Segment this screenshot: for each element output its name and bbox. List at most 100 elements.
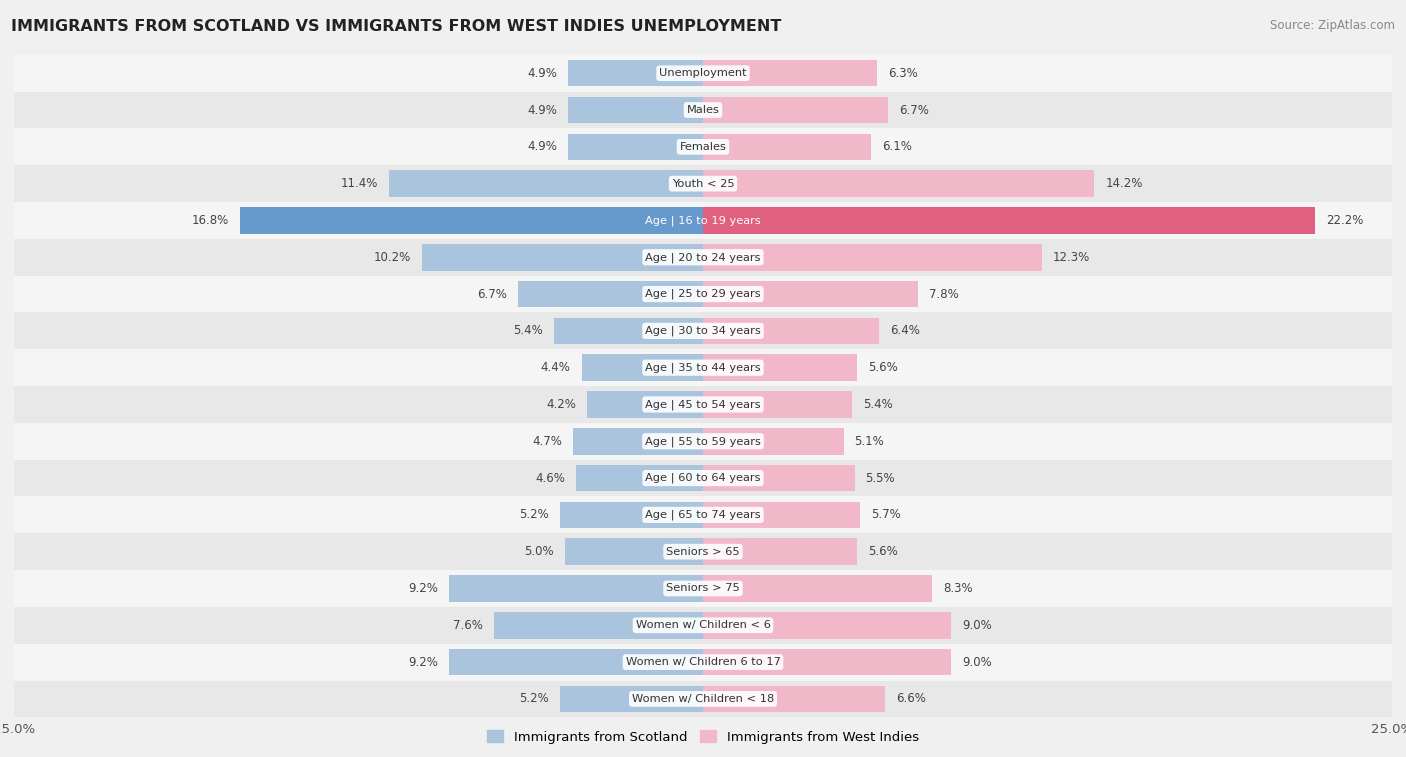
Bar <box>14 459 1392 497</box>
Bar <box>568 60 703 86</box>
Text: 12.3%: 12.3% <box>1053 251 1090 263</box>
Bar <box>14 276 1392 313</box>
Bar <box>703 133 872 160</box>
Text: Age | 16 to 19 years: Age | 16 to 19 years <box>645 215 761 226</box>
Text: Males: Males <box>686 105 720 115</box>
Text: 5.5%: 5.5% <box>866 472 896 484</box>
Text: 10.2%: 10.2% <box>374 251 411 263</box>
Text: 9.0%: 9.0% <box>962 618 991 632</box>
Bar <box>14 607 1392 643</box>
Text: Age | 35 to 44 years: Age | 35 to 44 years <box>645 363 761 373</box>
Text: 5.7%: 5.7% <box>872 509 901 522</box>
Bar <box>14 570 1392 607</box>
Bar <box>14 92 1392 129</box>
Text: 7.6%: 7.6% <box>453 618 482 632</box>
Text: 6.1%: 6.1% <box>882 140 912 154</box>
Text: Youth < 25: Youth < 25 <box>672 179 734 188</box>
Text: 5.1%: 5.1% <box>855 435 884 448</box>
Text: Age | 55 to 59 years: Age | 55 to 59 years <box>645 436 761 447</box>
Text: 4.9%: 4.9% <box>527 140 557 154</box>
Bar <box>582 354 703 381</box>
Bar <box>450 575 703 602</box>
Text: Age | 45 to 54 years: Age | 45 to 54 years <box>645 399 761 410</box>
Bar <box>703 686 884 712</box>
Text: Women w/ Children < 18: Women w/ Children < 18 <box>631 694 775 704</box>
Bar <box>14 55 1392 92</box>
Bar <box>14 497 1392 533</box>
Bar <box>703 575 932 602</box>
Text: 5.6%: 5.6% <box>869 545 898 558</box>
Text: 6.3%: 6.3% <box>887 67 917 79</box>
Text: 4.7%: 4.7% <box>533 435 562 448</box>
Bar <box>703 244 1042 270</box>
Text: 14.2%: 14.2% <box>1105 177 1143 190</box>
Bar <box>703 649 950 675</box>
Text: 9.0%: 9.0% <box>962 656 991 668</box>
Bar <box>703 391 852 418</box>
Bar <box>703 170 1094 197</box>
Bar <box>703 538 858 565</box>
Bar <box>389 170 703 197</box>
Bar <box>576 465 703 491</box>
Text: 5.6%: 5.6% <box>869 361 898 374</box>
Text: 4.9%: 4.9% <box>527 104 557 117</box>
Bar <box>703 207 1315 234</box>
Bar <box>14 129 1392 165</box>
Bar <box>588 391 703 418</box>
Bar <box>568 133 703 160</box>
Text: Seniors > 65: Seniors > 65 <box>666 547 740 556</box>
Bar <box>703 60 876 86</box>
Text: 4.9%: 4.9% <box>527 67 557 79</box>
Bar <box>519 281 703 307</box>
Text: 9.2%: 9.2% <box>409 582 439 595</box>
Text: 7.8%: 7.8% <box>929 288 959 301</box>
Bar <box>560 686 703 712</box>
Text: Females: Females <box>679 142 727 152</box>
Bar <box>703 612 950 639</box>
Text: 5.2%: 5.2% <box>519 509 548 522</box>
Bar <box>703 354 858 381</box>
Bar <box>703 318 879 344</box>
Bar <box>703 428 844 454</box>
Bar <box>703 97 887 123</box>
Text: Women w/ Children < 6: Women w/ Children < 6 <box>636 620 770 631</box>
Text: 5.4%: 5.4% <box>863 398 893 411</box>
Text: Source: ZipAtlas.com: Source: ZipAtlas.com <box>1270 19 1395 32</box>
Text: 4.2%: 4.2% <box>547 398 576 411</box>
Legend: Immigrants from Scotland, Immigrants from West Indies: Immigrants from Scotland, Immigrants fro… <box>482 725 924 749</box>
Bar <box>494 612 703 639</box>
Text: Age | 25 to 29 years: Age | 25 to 29 years <box>645 289 761 299</box>
Bar <box>565 538 703 565</box>
Text: 9.2%: 9.2% <box>409 656 439 668</box>
Bar <box>14 643 1392 681</box>
Text: 5.2%: 5.2% <box>519 693 548 706</box>
Text: IMMIGRANTS FROM SCOTLAND VS IMMIGRANTS FROM WEST INDIES UNEMPLOYMENT: IMMIGRANTS FROM SCOTLAND VS IMMIGRANTS F… <box>11 19 782 34</box>
Bar <box>703 281 918 307</box>
Bar <box>14 202 1392 239</box>
Text: 6.4%: 6.4% <box>890 324 921 338</box>
Text: Women w/ Children 6 to 17: Women w/ Children 6 to 17 <box>626 657 780 667</box>
Text: 4.4%: 4.4% <box>541 361 571 374</box>
Text: 6.7%: 6.7% <box>898 104 928 117</box>
Text: Seniors > 75: Seniors > 75 <box>666 584 740 593</box>
Text: 5.0%: 5.0% <box>524 545 554 558</box>
Text: 16.8%: 16.8% <box>191 214 229 227</box>
Text: Unemployment: Unemployment <box>659 68 747 78</box>
Text: 5.4%: 5.4% <box>513 324 543 338</box>
Bar <box>14 386 1392 423</box>
Bar <box>14 533 1392 570</box>
Bar <box>568 97 703 123</box>
Text: Age | 20 to 24 years: Age | 20 to 24 years <box>645 252 761 263</box>
Bar <box>450 649 703 675</box>
Text: 6.6%: 6.6% <box>896 693 925 706</box>
Bar <box>14 165 1392 202</box>
Bar <box>703 502 860 528</box>
Bar <box>703 465 855 491</box>
Text: Age | 60 to 64 years: Age | 60 to 64 years <box>645 473 761 483</box>
Bar <box>14 423 1392 459</box>
Bar <box>240 207 703 234</box>
Bar <box>14 239 1392 276</box>
Bar <box>560 502 703 528</box>
Text: Age | 30 to 34 years: Age | 30 to 34 years <box>645 326 761 336</box>
Text: Age | 65 to 74 years: Age | 65 to 74 years <box>645 509 761 520</box>
